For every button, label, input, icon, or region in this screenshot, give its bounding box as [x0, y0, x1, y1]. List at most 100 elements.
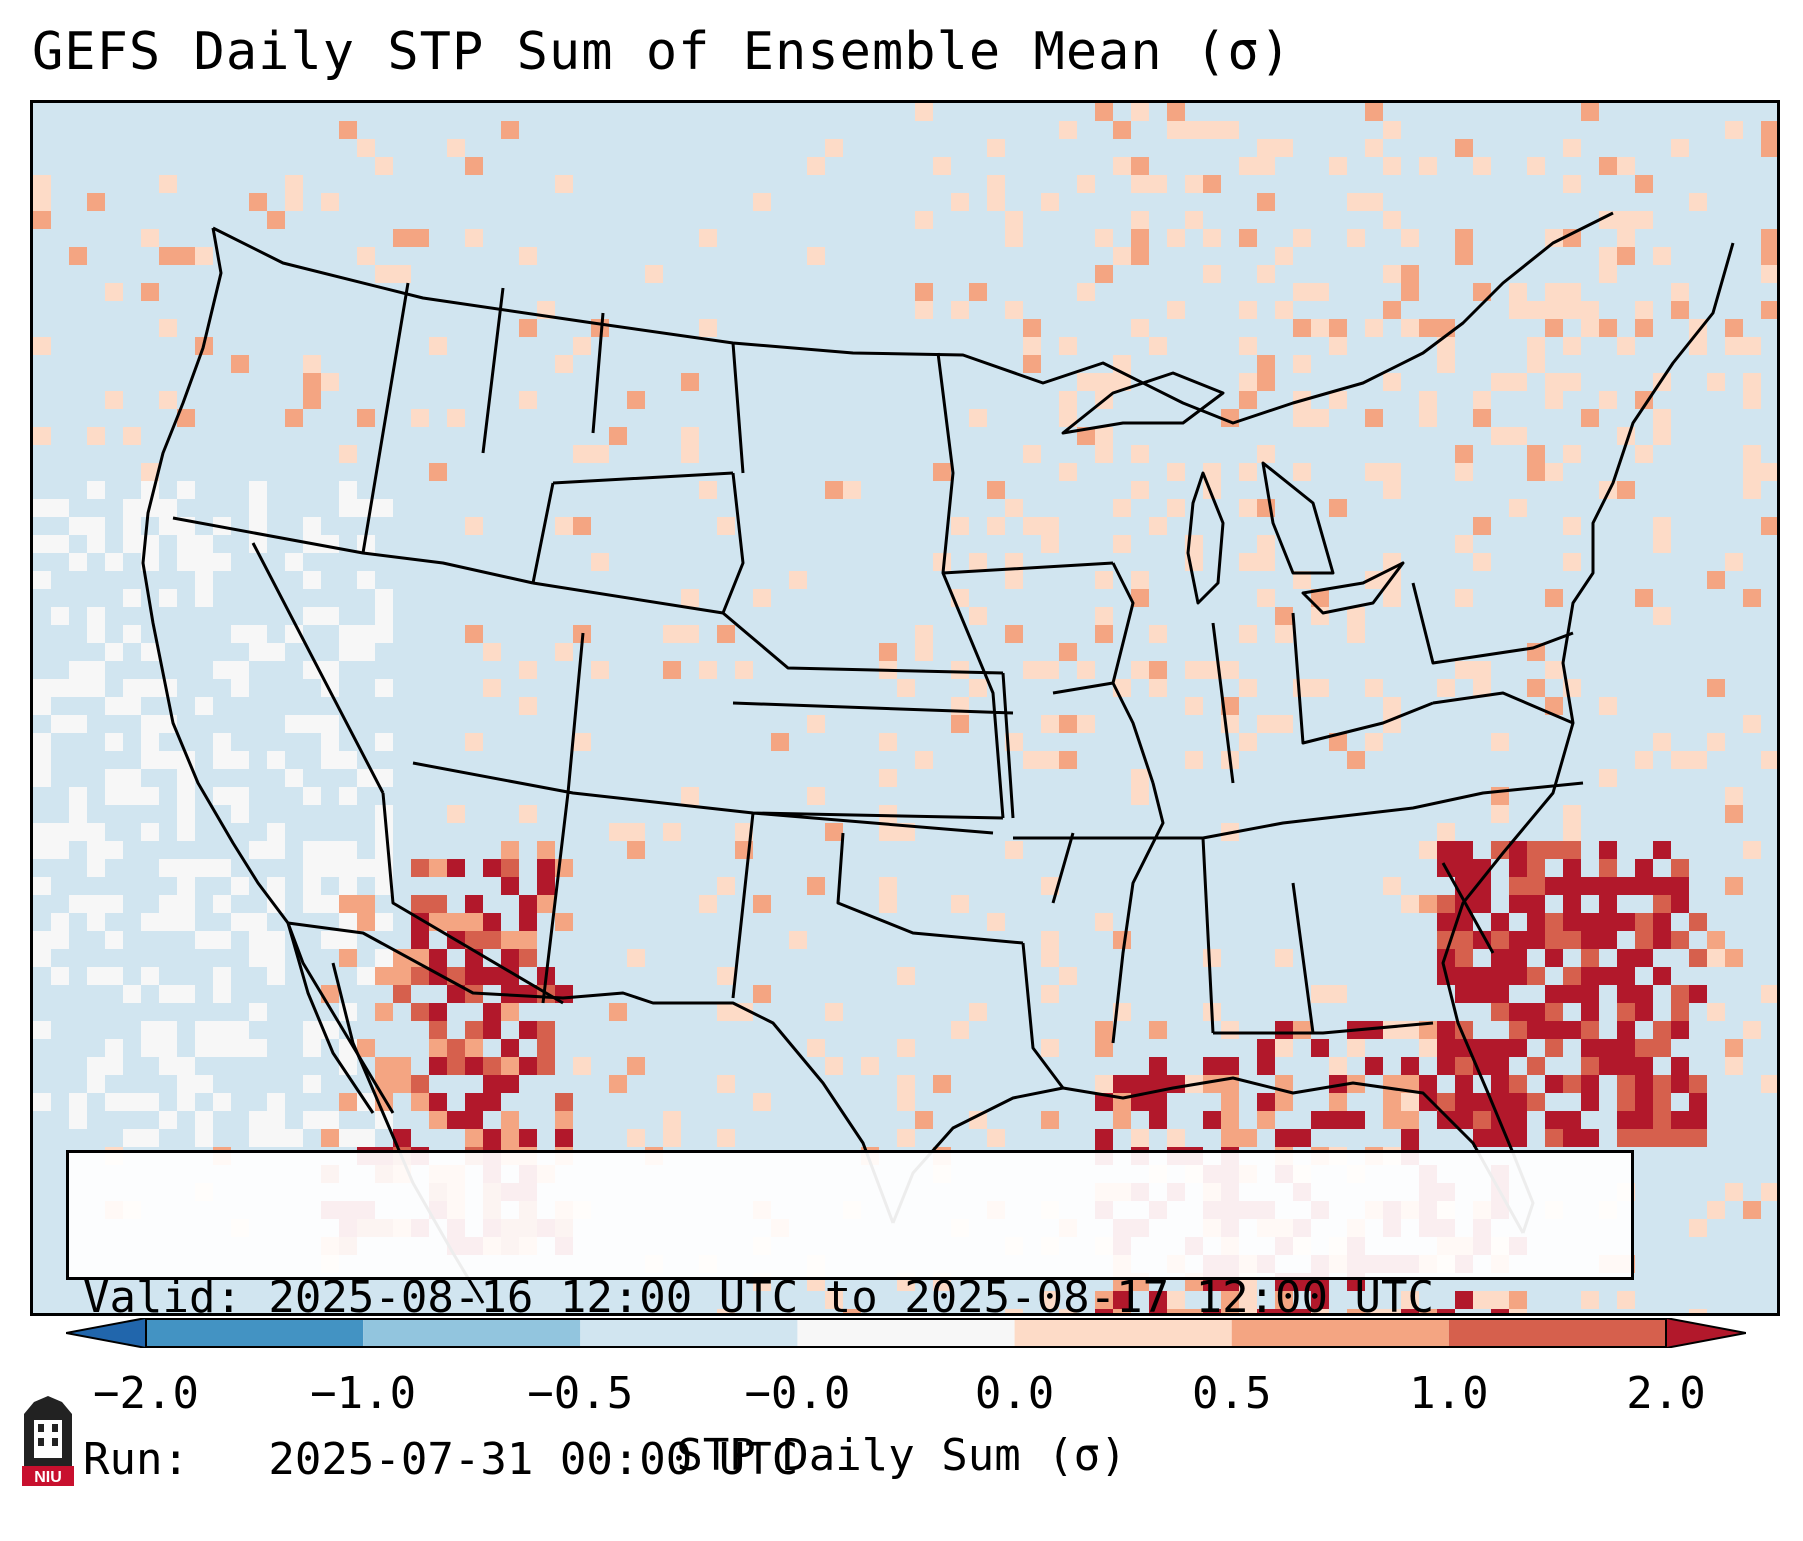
stp-cell — [1743, 463, 1761, 481]
stp-cell — [1635, 949, 1653, 967]
stp-cell — [1149, 1057, 1167, 1075]
stp-cell — [1761, 229, 1777, 247]
colorbar-extend-high — [1665, 1318, 1746, 1348]
stp-cell — [1509, 1291, 1527, 1309]
stp-cell — [519, 895, 537, 913]
stp-cell — [105, 697, 123, 715]
stp-cell — [1599, 1057, 1617, 1075]
stp-cell — [1761, 121, 1777, 139]
stp-cell — [1149, 1291, 1167, 1309]
stp-cell — [1041, 1039, 1059, 1057]
stp-cell — [159, 319, 177, 337]
stp-cell — [1005, 571, 1023, 589]
stp-cell — [1347, 193, 1365, 211]
stp-cell — [33, 931, 51, 949]
stp-cell — [159, 1111, 177, 1129]
stp-cell — [87, 679, 105, 697]
stp-cell — [483, 1093, 501, 1111]
stp-cell — [951, 661, 969, 679]
stp-cell — [1275, 607, 1293, 625]
stp-cell — [501, 841, 519, 859]
stp-cell — [1239, 391, 1257, 409]
stp-cell — [1383, 301, 1401, 319]
stp-cell — [1743, 373, 1761, 391]
stp-cell — [1023, 337, 1041, 355]
stp-cell — [1383, 121, 1401, 139]
stp-cell — [51, 679, 69, 697]
stp-cell — [1581, 1057, 1599, 1075]
stp-cell — [915, 283, 933, 301]
stp-cell — [375, 607, 393, 625]
stp-cell — [1113, 121, 1131, 139]
stp-cell — [1707, 571, 1725, 589]
stp-cell — [1419, 157, 1437, 175]
stp-cell — [1293, 571, 1311, 589]
stp-cell — [933, 553, 951, 571]
stp-cell — [195, 1075, 213, 1093]
stp-cell — [321, 193, 339, 211]
stp-cell — [1491, 805, 1509, 823]
stp-cell — [1311, 1309, 1329, 1313]
stp-cell — [1527, 1093, 1545, 1111]
stp-cell — [33, 211, 51, 229]
stp-cell — [1473, 1129, 1491, 1147]
stp-cell — [1635, 1003, 1653, 1021]
stp-cell — [1617, 949, 1635, 967]
stp-cell — [393, 1075, 411, 1093]
stp-cell — [1689, 337, 1707, 355]
stp-cell — [105, 1093, 123, 1111]
stp-cell — [303, 895, 321, 913]
stp-cell — [231, 355, 249, 373]
stp-cell — [1257, 139, 1275, 157]
stp-cell — [1527, 301, 1545, 319]
stp-cell — [1023, 661, 1041, 679]
stp-cell — [1545, 1075, 1563, 1093]
stp-cell — [1563, 139, 1581, 157]
colorbar-segment — [797, 1318, 1015, 1348]
stp-cell — [1653, 913, 1671, 931]
stp-cell — [141, 733, 159, 751]
stp-cell — [1005, 301, 1023, 319]
stp-cell — [1581, 103, 1599, 121]
stp-cell — [1581, 301, 1599, 319]
lake-superior — [1061, 371, 1225, 435]
stp-cell — [1167, 229, 1185, 247]
stp-cell — [1401, 895, 1419, 913]
stp-cell — [1635, 931, 1653, 949]
lake-huron — [1261, 461, 1335, 575]
stp-cell — [1149, 1075, 1167, 1093]
stp-cell — [375, 877, 393, 895]
stp-cell — [141, 751, 159, 769]
stp-cell — [771, 733, 789, 751]
stp-cell — [1527, 1021, 1545, 1039]
stp-cell — [195, 535, 213, 553]
stp-cell — [1545, 229, 1563, 247]
stp-cell — [1563, 445, 1581, 463]
stp-cell — [753, 985, 771, 1003]
stp-cell — [1455, 1057, 1473, 1075]
stp-cell — [1005, 625, 1023, 643]
stp-cell — [1383, 1309, 1401, 1313]
stp-cell — [825, 1057, 843, 1075]
stp-cell — [105, 787, 123, 805]
stp-cell — [1599, 913, 1617, 931]
stp-cell — [1563, 1021, 1581, 1039]
stp-cell — [969, 679, 987, 697]
stp-cell — [717, 967, 735, 985]
stp-cell — [1545, 283, 1563, 301]
stp-cell — [1563, 913, 1581, 931]
stp-cell — [1581, 967, 1599, 985]
stp-cell — [1653, 841, 1671, 859]
stp-cell — [1743, 481, 1761, 499]
stp-cell — [195, 1129, 213, 1147]
stp-cell — [411, 859, 429, 877]
stp-cell — [501, 1057, 519, 1075]
stp-cell — [51, 841, 69, 859]
stp-cell — [51, 823, 69, 841]
stp-cell — [1743, 1201, 1761, 1219]
stp-cell — [1437, 841, 1455, 859]
stp-cell — [1473, 859, 1491, 877]
stp-cell — [1473, 679, 1491, 697]
stp-cell — [1743, 445, 1761, 463]
stp-cell — [1509, 967, 1527, 985]
